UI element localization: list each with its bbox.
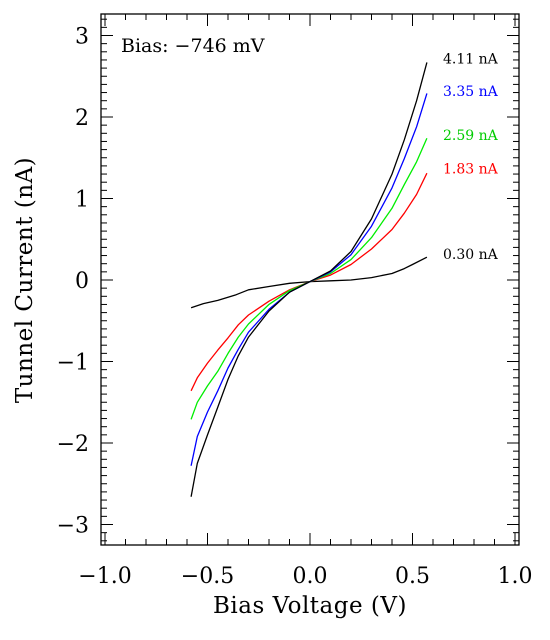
y-tick-label: −2 [57, 432, 89, 457]
series-line [190, 172, 428, 392]
series-label: 4.11 nA [443, 51, 499, 67]
y-tick-label: 0 [75, 269, 89, 294]
x-tick-label: −1.0 [78, 564, 131, 589]
x-axis-title: Bias Voltage (V) [213, 593, 407, 619]
y-tick-label: −3 [57, 514, 89, 539]
series-line [190, 62, 428, 497]
series-label: 3.35 nA [443, 84, 499, 100]
x-tick-label: 0.5 [395, 564, 430, 589]
x-tick-label: 0.0 [293, 564, 328, 589]
y-tick-labels: −3 −2 −1 0 1 2 3 [57, 25, 89, 539]
x-tick-labels: −1.0 −0.5 0.0 0.5 1.0 [78, 564, 532, 589]
curves-layer [190, 62, 428, 497]
series-label: 2.59 nA [443, 128, 499, 144]
y-tick-label: −1 [57, 351, 89, 376]
bias-annotation: Bias: −746 mV [121, 35, 265, 57]
tick-marks [101, 14, 519, 545]
series-label: 1.83 nA [443, 161, 499, 177]
series-labels: 4.11 nA 3.35 nA 2.59 nA 1.83 nA 0.30 nA [443, 51, 499, 263]
x-tick-label: −0.5 [181, 564, 234, 589]
y-axis-title: Tunnel Current (nA) [12, 157, 38, 403]
series-label: 0.30 nA [443, 247, 499, 263]
y-tick-label: 3 [75, 25, 89, 50]
series-line [190, 137, 428, 420]
y-tick-label: 1 [75, 188, 89, 213]
y-tick-label: 2 [75, 106, 89, 131]
series-line [190, 93, 428, 466]
x-tick-label: 1.0 [498, 564, 533, 589]
